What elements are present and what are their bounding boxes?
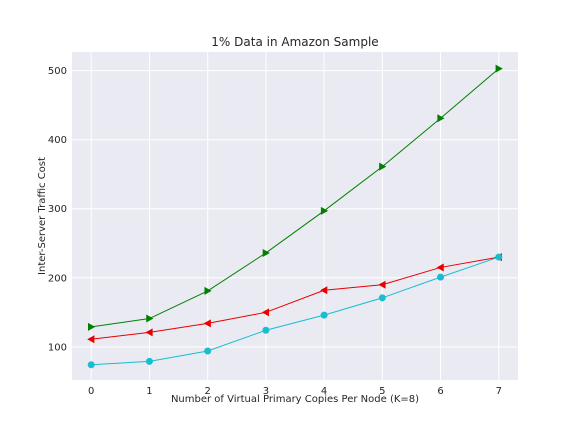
y-tick-label: 200 — [48, 273, 67, 284]
y-tick-label: 400 — [48, 135, 67, 146]
data-point — [87, 335, 95, 344]
data-point — [204, 347, 212, 355]
data-point — [378, 294, 386, 302]
data-point — [262, 248, 270, 257]
plot-background — [72, 52, 518, 380]
x-tick-label: 1 — [146, 386, 152, 397]
series-line — [91, 256, 499, 366]
y-tick-label: 300 — [48, 204, 67, 215]
data-point — [437, 273, 445, 281]
data-point — [379, 162, 387, 171]
data-point — [378, 280, 386, 289]
x-tick-label: 6 — [437, 386, 443, 397]
series-group — [87, 64, 503, 369]
data-point — [495, 253, 503, 261]
data-point — [88, 322, 96, 331]
data-point — [262, 326, 270, 334]
chart-title: 1% Data in Amazon Sample — [211, 35, 378, 49]
data-point — [320, 286, 328, 295]
x-tick-label: 0 — [88, 386, 94, 397]
data-point — [261, 308, 270, 317]
x-axis-label: Number of Virtual Primary Copies Per Nod… — [171, 394, 419, 405]
y-tick-label: 500 — [48, 66, 67, 77]
x-tick-label: 3 — [263, 386, 269, 397]
data-point — [145, 357, 153, 365]
data-point — [204, 286, 212, 295]
data-point — [203, 319, 211, 328]
x-tick-label: 5 — [379, 386, 385, 397]
y-tick-label: 100 — [48, 342, 67, 353]
data-point — [320, 311, 328, 319]
data-point — [437, 114, 445, 123]
data-point — [146, 314, 154, 323]
x-tick-label: 4 — [321, 386, 327, 397]
data-point — [320, 206, 329, 215]
data-point — [87, 361, 95, 369]
series-line — [91, 256, 499, 340]
data-point — [145, 328, 153, 337]
tick-labels: 0 1 2 3 4 5 6 7 100 200 300 400 500 — [48, 66, 502, 397]
data-point — [436, 263, 444, 272]
data-point — [495, 64, 503, 73]
y-axis-label: Inter-Server Traffic Cost — [37, 157, 48, 275]
x-tick-label: 7 — [496, 386, 502, 397]
x-tick-label: 2 — [204, 386, 210, 397]
series-line — [91, 68, 500, 328]
